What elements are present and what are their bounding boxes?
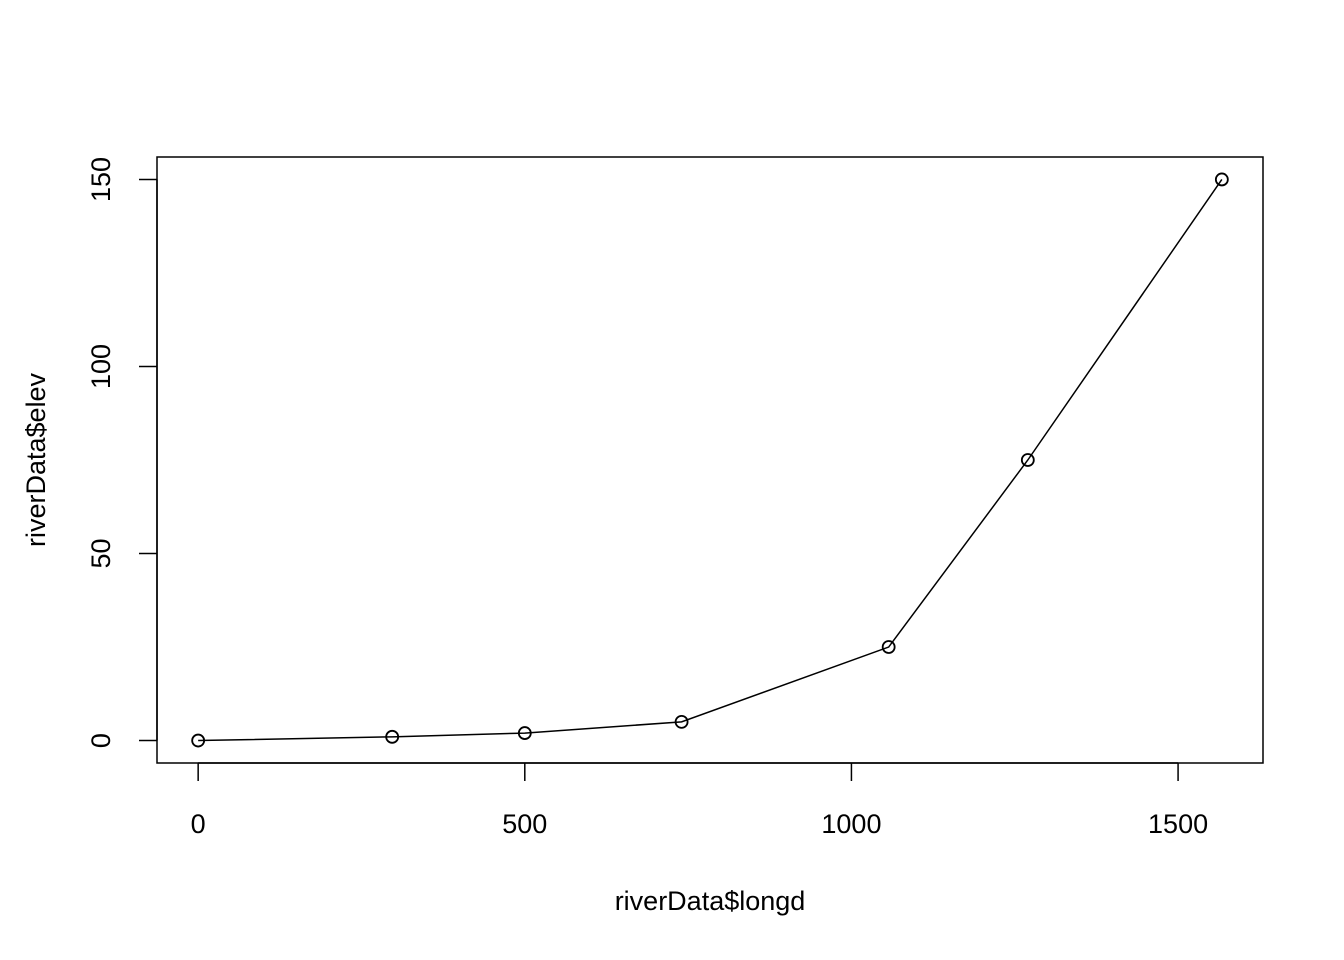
data-point xyxy=(385,729,400,744)
data-point xyxy=(1214,172,1229,187)
x-axis: 0 500 1000 1500 xyxy=(191,762,1208,839)
x-axis-label: riverData$longd xyxy=(615,886,806,916)
x-tick-label: 1000 xyxy=(821,809,881,839)
y-tick-label: 50 xyxy=(86,538,116,568)
plot-frame xyxy=(156,156,1264,764)
y-axis-label: riverData$elev xyxy=(21,372,51,547)
x-tick-label: 500 xyxy=(502,809,547,839)
y-tick-label: 0 xyxy=(86,733,116,748)
series-line xyxy=(198,179,1223,742)
y-tick-label: 100 xyxy=(86,344,116,389)
data-point xyxy=(1020,453,1035,467)
x-tick-label: 1500 xyxy=(1148,809,1208,839)
y-axis: 0 50 100 150 xyxy=(86,157,158,748)
data-point xyxy=(517,726,532,740)
data-point xyxy=(881,640,896,654)
data-point xyxy=(674,714,689,729)
y-tick-label: 150 xyxy=(86,157,116,202)
x-tick-label: 0 xyxy=(191,809,206,839)
series-group xyxy=(191,172,1229,748)
data-point xyxy=(191,733,206,748)
